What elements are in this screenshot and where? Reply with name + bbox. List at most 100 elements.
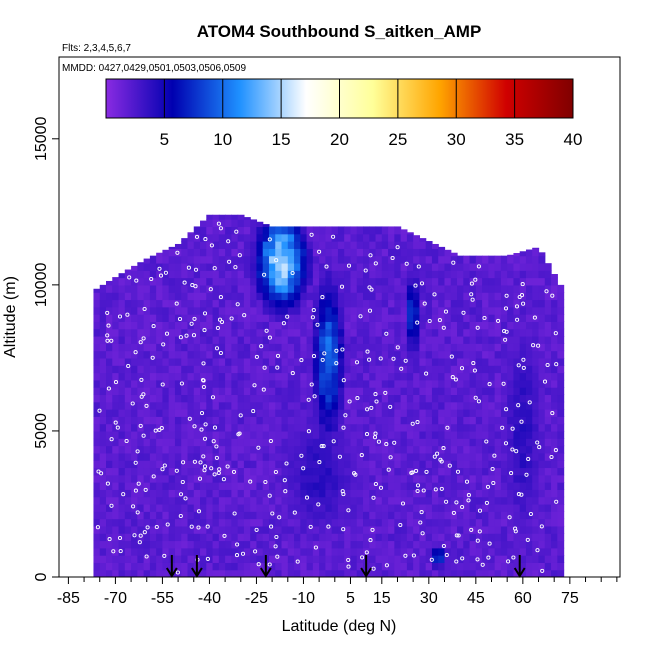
sample-marker: [477, 508, 483, 513]
sample-marker: [504, 293, 509, 298]
heatmap-cell: [488, 533, 496, 542]
heatmap-cell: [312, 306, 320, 315]
heatmap-cell: [525, 357, 533, 366]
heatmap-cell: [281, 270, 289, 279]
heatmap-cell: [319, 430, 326, 439]
heatmap-cell: [162, 409, 170, 417]
heatmap-cell: [99, 489, 107, 498]
heatmap-cell: [513, 270, 521, 279]
heatmap-cell: [331, 270, 339, 279]
heatmap-cell: [519, 350, 527, 359]
heatmap-cell: [231, 540, 239, 549]
heatmap-cell: [137, 387, 145, 396]
heatmap-cell: [532, 277, 540, 286]
sample-marker: [506, 559, 511, 564]
heatmap-cell: [475, 467, 483, 476]
heatmap-cell: [356, 248, 364, 257]
heatmap-cell: [344, 394, 352, 403]
heatmap-cell: [187, 525, 195, 534]
sample-marker: [399, 366, 404, 371]
heatmap-cell: [106, 328, 113, 337]
heatmap-cell: [237, 518, 245, 527]
heatmap-cell: [413, 452, 421, 461]
heatmap-cell: [557, 489, 565, 498]
heatmap-cell: [356, 555, 364, 563]
heatmap-cell: [275, 496, 283, 505]
heatmap-cell: [551, 387, 558, 396]
heatmap-cell: [250, 489, 258, 498]
heatmap-cell: [557, 547, 565, 556]
heatmap-cell: [431, 562, 439, 571]
heatmap-cell: [538, 277, 546, 286]
heatmap-cell: [394, 430, 402, 439]
heatmap-cell: [93, 343, 101, 352]
heatmap-cell: [544, 409, 552, 417]
heatmap-cell: [344, 328, 352, 337]
sample-marker: [145, 525, 150, 530]
heatmap-cell: [500, 335, 508, 344]
heatmap-cell: [124, 270, 132, 279]
sample-marker: [484, 500, 489, 505]
heatmap-cell: [551, 274, 558, 279]
heatmap-cell: [300, 233, 308, 242]
sample-marker: [421, 488, 426, 493]
sample-marker: [137, 540, 142, 545]
heatmap-cell: [469, 482, 477, 490]
heatmap-cell: [256, 357, 264, 366]
heatmap-cell: [388, 350, 395, 359]
heatmap-cell: [375, 394, 383, 403]
heatmap-cell: [168, 299, 176, 308]
sample-marker: [365, 407, 370, 412]
heatmap-cell: [306, 365, 314, 374]
heatmap-cell: [312, 511, 320, 520]
heatmap-cell: [181, 365, 189, 374]
heatmap-cell: [174, 547, 182, 556]
heatmap-cell: [262, 248, 270, 257]
heatmap-cell: [294, 328, 301, 337]
heatmap-cell: [243, 219, 251, 228]
heatmap-cell: [131, 503, 138, 512]
heatmap-cell: [275, 372, 283, 381]
heatmap-cell: [306, 248, 314, 257]
heatmap-cell: [337, 299, 345, 308]
heatmap-cell: [532, 533, 540, 542]
heatmap-cell: [225, 284, 232, 293]
sample-marker: [134, 278, 139, 283]
heatmap-cell: [519, 335, 527, 344]
heatmap-cell: [438, 533, 446, 542]
heatmap-cell: [538, 460, 546, 469]
heatmap-cell: [174, 394, 182, 403]
heatmap-cell: [525, 343, 533, 352]
heatmap-cell: [369, 533, 377, 542]
heatmap-cell: [174, 430, 182, 439]
heatmap-cell: [256, 474, 264, 483]
heatmap-cell: [475, 321, 483, 330]
heatmap-cell: [400, 482, 408, 490]
heatmap-cell: [99, 401, 107, 410]
heatmap-cell: [162, 540, 170, 549]
heatmap-cell: [118, 460, 126, 469]
heatmap-cell: [156, 525, 164, 534]
heatmap-cell: [237, 416, 245, 425]
heatmap-cell: [118, 284, 126, 293]
heatmap-cell: [381, 306, 389, 315]
heatmap-cell: [350, 555, 358, 563]
heatmap-cell: [532, 299, 540, 308]
heatmap-cell: [331, 335, 339, 344]
heatmap-cell: [457, 430, 464, 439]
heatmap-cell: [124, 547, 132, 556]
heatmap-cell: [350, 401, 358, 410]
heatmap-cell: [281, 299, 289, 308]
heatmap-cell: [112, 430, 120, 439]
heatmap-cell: [406, 438, 414, 447]
heatmap-cell: [256, 372, 264, 381]
sample-marker: [109, 437, 114, 442]
heatmap-cell: [488, 314, 496, 322]
heatmap-cell: [93, 452, 101, 461]
heatmap-cell: [507, 482, 515, 490]
heatmap-cell: [363, 401, 370, 410]
heatmap-cell: [519, 430, 527, 439]
heatmap-cell: [237, 241, 245, 249]
heatmap-cell: [250, 533, 258, 542]
sample-marker: [274, 534, 279, 540]
